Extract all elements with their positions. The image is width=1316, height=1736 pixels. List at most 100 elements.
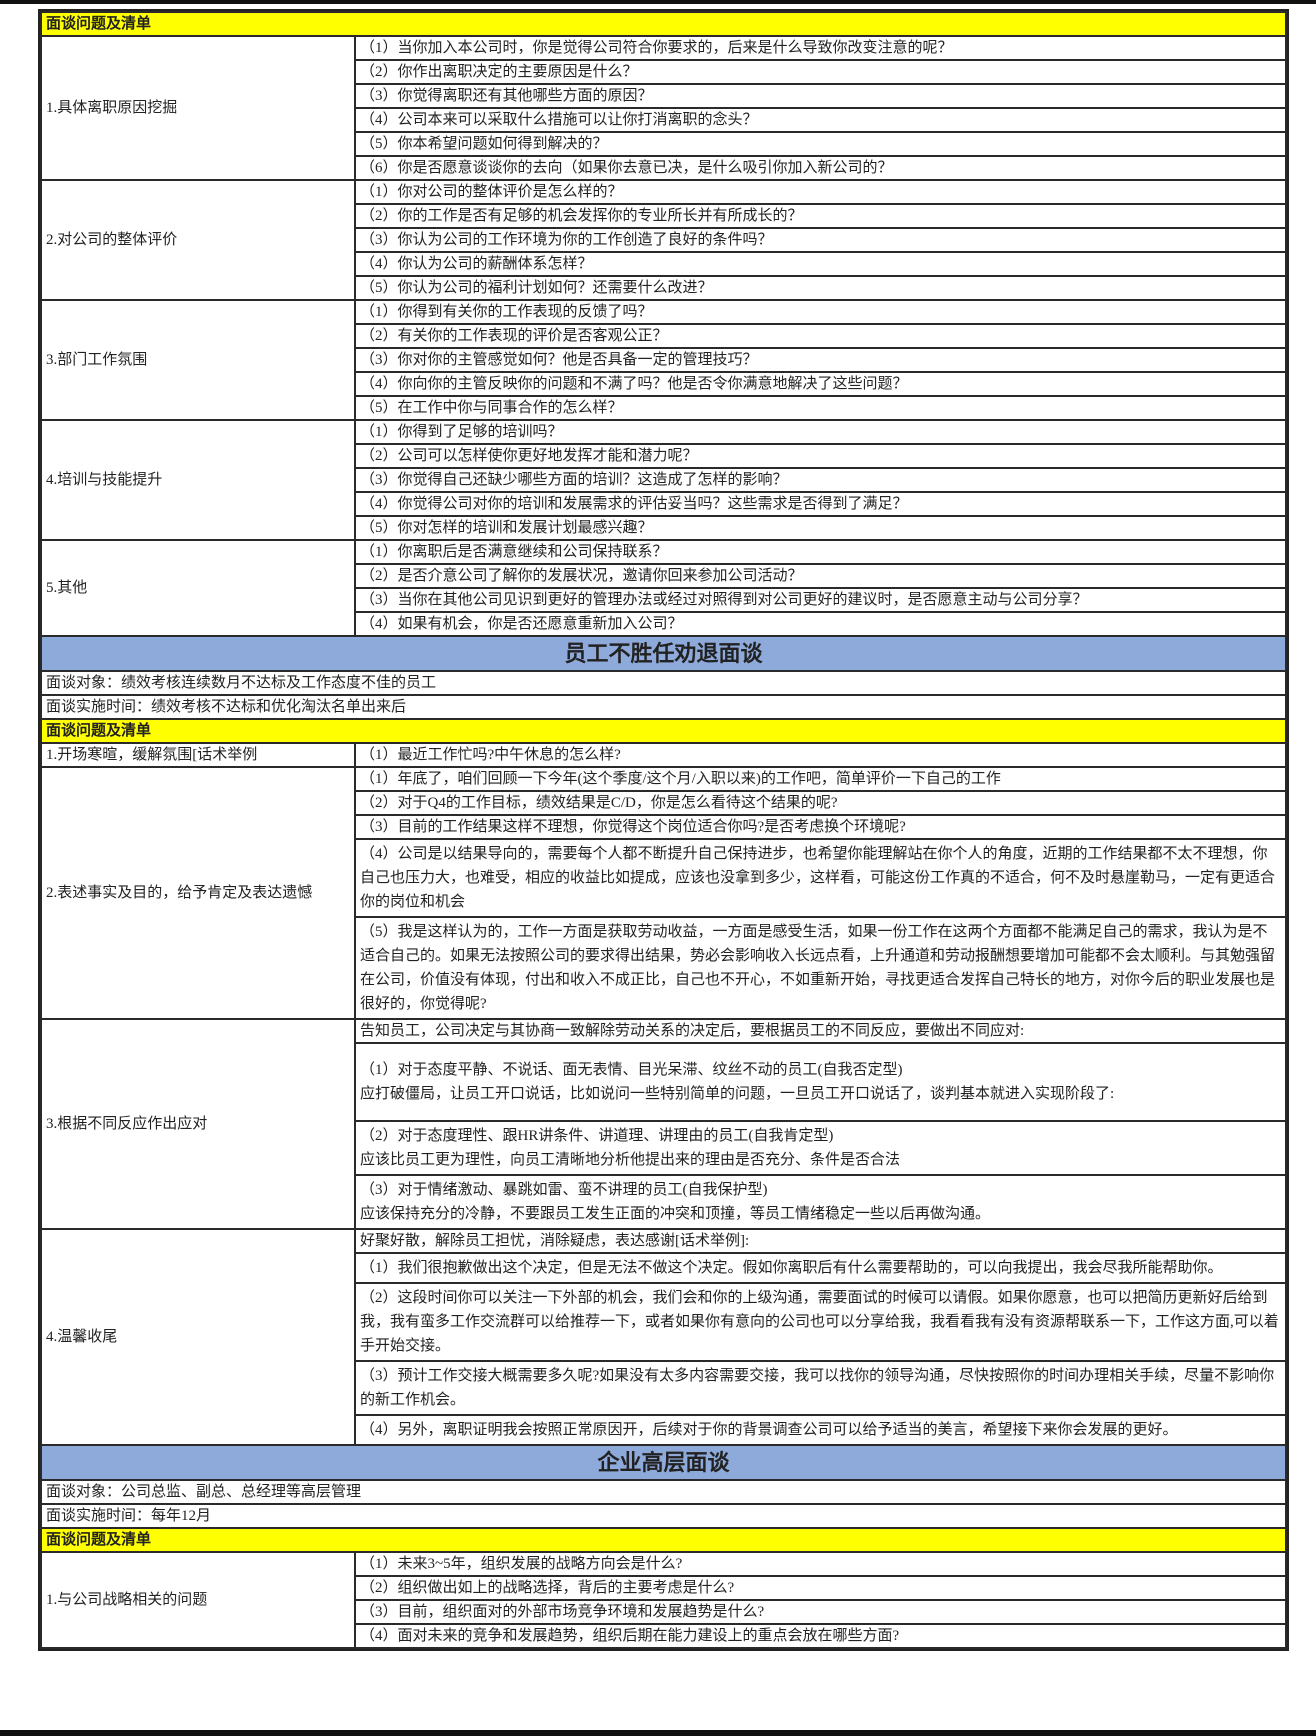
question-text: （5）在工作中你与同事合作的怎么样？ [360, 400, 623, 416]
section-header-row: 面谈问题及清单 [40, 1527, 1287, 1553]
question-cell: （2）你的工作是否有足够的机会发挥你的专业所长并有所成长的？ [354, 203, 1287, 229]
question-text: （3）你认为公司的工作环境为你的工作创造了良好的条件吗？ [360, 232, 773, 248]
question-row: （3）对于情绪激动、暴跳如雷、蛮不讲理的员工(自我保护型) 应该保持充分的冷静，不… [41, 1174, 1287, 1230]
question-row: （2）公司可以怎样使你更好地发挥才能和潜力呢？ [41, 443, 1287, 469]
question-cell: 好聚好散，解除员工担忧，消除疑虑，表达感谢[话术举例]: [354, 1228, 1287, 1254]
question-cell: （6）你是否愿意谈谈你的去向（如果你去意已决，是什么吸引你加入新公司的？ [354, 155, 1287, 181]
section-header-row: 面谈问题及清单 [40, 718, 1287, 744]
question-cell: （2）是否介意公司了解你的发展状况，邀请你回来参加公司活动？ [354, 563, 1287, 589]
question-cell: （4）你认为公司的薪酬体系怎样？ [354, 251, 1287, 277]
question-row: （5）你本希望问题如何得到解决的？ [41, 131, 1287, 157]
questions-header: 面谈问题及清单 [40, 11, 1287, 37]
bottom-border [0, 1730, 1316, 1736]
question-row: （3）你认为公司的工作环境为你的工作创造了良好的条件吗？ [41, 227, 1287, 253]
question-row: 3.根据不同反应作出应对 告知员工，公司决定与其协商一致解除劳动关系的决定后，要根… [40, 1018, 1287, 1230]
question-row: 4.温馨收尾 好聚好散，解除员工担忧，消除疑虑，表达感谢[话术举例]: [40, 1228, 1287, 1446]
question-cell: （1）你离职后是否满意继续和公司保持联系？ [354, 539, 1287, 565]
question-cell: （5）你对怎样的培训和发展计划最感兴趣？ [354, 515, 1287, 541]
question-text: （4）你向你的主管反映你的问题和不满了吗？他是否令你满意地解决了这些问题？ [360, 376, 908, 392]
question-row: 4.培训与技能提升 （1）你得到了足够的培训吗？ [40, 419, 1287, 541]
question-text: （6）你是否愿意谈谈你的去向（如果你去意已决，是什么吸引你加入新公司的？ [360, 160, 893, 176]
question-cell: （1）你得到了足够的培训吗？ [354, 419, 1287, 445]
category-label: 2.对公司的整体评价 [40, 179, 356, 301]
question-row: （5）在工作中你与同事合作的怎么样？ [41, 395, 1287, 421]
question-row: （4）公司本来可以采取什么措施可以让你打消离职的念头？ [41, 107, 1287, 133]
question-row: （4）面对未来的竞争和发展趋势，组织后期在能力建设上的重点会放在哪些方面? [41, 1623, 1287, 1649]
response-text: 应该比员工更为理性，向员工清晰地分析他提出来的理由是否充分、条件是否合法 [360, 1152, 901, 1168]
question-row: （3）预计工作交接大概需要多久呢?如果没有太多内容需要交接，我可以找你的领导沟通… [41, 1360, 1287, 1416]
question-text: （2）你的工作是否有足够的机会发挥你的专业所长并有所成长的？ [360, 208, 803, 224]
question-text: （1）对于态度平静、不说话、面无表情、目光呆滞、纹丝不动的员工(自我否定型) [360, 1062, 903, 1078]
question-row: （2）对于Q4的工作目标，绩效结果是C/D，你是怎么看待这个结果的呢? [41, 790, 1287, 816]
question-cell: （3）预计工作交接大概需要多久呢?如果没有太多内容需要交接，我可以找你的领导沟通… [354, 1360, 1287, 1416]
question-cell: （4）如果有机会，你是否还愿意重新加入公司？ [354, 611, 1287, 637]
question-row: （4）你认为公司的薪酬体系怎样？ [41, 251, 1287, 277]
question-cell: （1）年底了，咱们回顾一下今年(这个季度/这个月/入职以来)的工作吧，简单评价一… [354, 766, 1287, 792]
question-cell: 告知员工，公司决定与其协商一致解除劳动关系的决定后，要根据员工的不同反应，要做出… [354, 1018, 1287, 1044]
question-text: （1）未来3~5年，组织发展的战略方向会是什么? [360, 1556, 683, 1572]
question-text: （2）组织做出如上的战略选择，背后的主要考虑是什么? [360, 1580, 735, 1596]
question-text: （4）你觉得公司对你的培训和发展需求的评估妥当吗？这些需求是否得到了满足？ [360, 496, 908, 512]
info-row: 面谈对象：公司总监、副总、总经理等高层管理 [40, 1479, 1287, 1505]
question-cell: （2）有关你的工作表现的评价是否客观公正？ [354, 323, 1287, 349]
question-row: （3）你对你的主管感觉如何？他是否具备一定的管理技巧？ [41, 347, 1287, 373]
question-cell: （2）对于态度理性、跟HR讲条件、讲道理、讲理由的员工(自我肯定型) 应该比员工更… [354, 1120, 1287, 1176]
question-row: 2.表述事实及目的，给予肯定及表达遗憾 （1）年底了，咱们回顾一下今年(这个季度/… [40, 766, 1287, 1020]
questions-header: 面谈问题及清单 [40, 718, 1287, 744]
question-text: （1）你对公司的整体评价是怎么样的？ [360, 184, 623, 200]
info-text: 面谈对象：绩效考核连续数月不达标及工作态度不佳的员工 [40, 670, 1287, 696]
question-cell: （2）这段时间你可以关注一下外部的机会，我们会和你的上级沟通，需要面试的时候可以… [354, 1282, 1287, 1362]
question-row: （1）我们很抱歉做出这个决定，但是无法不做这个决定。假如你离职后有什么需要帮助的… [41, 1252, 1287, 1284]
question-row: （5）你对怎样的培训和发展计划最感兴趣？ [41, 515, 1287, 541]
question-row: （2）对于态度理性、跟HR讲条件、讲道理、讲理由的员工(自我肯定型) 应该比员工更… [41, 1120, 1287, 1176]
category-label: 1.与公司战略相关的问题 [40, 1551, 356, 1649]
question-text: （4）面对未来的竞争和发展趋势，组织后期在能力建设上的重点会放在哪些方面? [360, 1628, 900, 1644]
question-row: （3）当你在其他公司见识到更好的管理办法或经过对照得到对公司更好的建议时，是否愿… [41, 587, 1287, 613]
question-cell: （4）另外，离职证明我会按照正常原因开，后续对于你的背景调查公司可以给予适当的美… [354, 1414, 1287, 1446]
question-row: （4）你向你的主管反映你的问题和不满了吗？他是否令你满意地解决了这些问题？ [41, 371, 1287, 397]
question-text: （3）你对你的主管感觉如何？他是否具备一定的管理技巧？ [360, 352, 758, 368]
category-label: 5.其他 [40, 539, 356, 637]
category-label: 3.部门工作氛围 [40, 299, 356, 421]
question-cell: （2）公司可以怎样使你更好地发挥才能和潜力呢？ [354, 443, 1287, 469]
section-title: 员工不胜任劝退面谈 [40, 635, 1287, 672]
question-cell: （5）你认为公司的福利计划如何？还需要什么改进？ [354, 275, 1287, 301]
checklist-table: 面谈问题及清单 1.具体离职原因挖掘 （1）当你加入本公司时，你是觉得公司符合你要求… [40, 11, 1287, 1649]
question-text: 好聚好散，解除员工担忧，消除疑虑，表达感谢[话术举例]: [360, 1233, 750, 1249]
question-text: （2）对于态度理性、跟HR讲条件、讲道理、讲理由的员工(自我肯定型) [360, 1128, 834, 1144]
response-text: 应打破僵局，让员工开口说话，比如说问一些特别简单的问题，一旦员工开口说话了，谈判… [360, 1086, 1115, 1102]
question-cell: （4）公司是以结果导向的，需要每个人都不断提升自己保持进步，也希望你能理解站在你… [354, 838, 1287, 918]
question-row: （2）这段时间你可以关注一下外部的机会，我们会和你的上级沟通，需要面试的时候可以… [41, 1282, 1287, 1362]
section-title-row: 企业高层面谈 [40, 1444, 1287, 1481]
question-row: （2）你的工作是否有足够的机会发挥你的专业所长并有所成长的？ [41, 203, 1287, 229]
question-cell: （3）你认为公司的工作环境为你的工作创造了良好的条件吗？ [354, 227, 1287, 253]
info-row: 面谈实施时间：每年12月 [40, 1503, 1287, 1529]
category-label: 2.表述事实及目的，给予肯定及表达遗憾 [40, 766, 356, 1020]
question-cell: （1）未来3~5年，组织发展的战略方向会是什么? [354, 1551, 1287, 1577]
category-label: 4.培训与技能提升 [40, 419, 356, 541]
question-cell: （1）你对公司的整体评价是怎么样的？ [354, 179, 1287, 205]
question-row: （2）你作出离职决定的主要原因是什么？ [41, 59, 1287, 85]
question-row: （2）有关你的工作表现的评价是否客观公正？ [41, 323, 1287, 349]
question-row: （3）你觉得离职还有其他哪些方面的原因？ [41, 83, 1287, 109]
question-text: （2）公司可以怎样使你更好地发挥才能和潜力呢？ [360, 448, 698, 464]
question-text: （5）你本希望问题如何得到解决的？ [360, 136, 608, 152]
question-row: 1.具体离职原因挖掘 （1）当你加入本公司时，你是觉得公司符合你要求的，后来是什么… [40, 35, 1287, 181]
response-text: 应该保持充分的冷静，不要跟员工发生正面的冲突和顶撞，等员工情绪稳定一些以后再做沟… [360, 1206, 991, 1222]
question-text: （1）你离职后是否满意继续和公司保持联系？ [360, 544, 668, 560]
question-row: 5.其他 （1）你离职后是否满意继续和公司保持联系？ [40, 539, 1287, 637]
question-row: 1.开场寒暄，缓解氛围[话术举例 （1）最近工作忙吗?中午休息的怎么样? [40, 742, 1287, 768]
question-cell: （3）你觉得自己还缺少哪些方面的培训？这造成了怎样的影响？ [354, 467, 1287, 493]
question-row: 1.与公司战略相关的问题 （1）未来3~5年，组织发展的战略方向会是什么? [40, 1551, 1287, 1649]
category-label: 1.具体离职原因挖掘 [40, 35, 356, 181]
question-row: （4）你觉得公司对你的培训和发展需求的评估妥当吗？这些需求是否得到了满足？ [41, 491, 1287, 517]
question-text: （4）你认为公司的薪酬体系怎样？ [360, 256, 593, 272]
question-row: （3）你觉得自己还缺少哪些方面的培训？这造成了怎样的影响？ [41, 467, 1287, 493]
question-cell: （1）对于态度平静、不说话、面无表情、目光呆滞、纹丝不动的员工(自我否定型) 应打… [354, 1042, 1287, 1122]
question-text: （5）你认为公司的福利计划如何？还需要什么改进？ [360, 280, 713, 296]
question-cell: （3）目前，组织面对的外部市场竞争环境和发展趋势是什么? [354, 1599, 1287, 1625]
question-text: （4）公司是以结果导向的，需要每个人都不断提升自己保持进步，也希望你能理解站在你… [360, 846, 1276, 910]
question-text: （5）我是这样认为的，工作一方面是获取劳动收益，一方面是感受生活，如果一份工作在… [360, 924, 1276, 1012]
question-text: （1）当你加入本公司时，你是觉得公司符合你要求的，后来是什么导致你改变注意的呢？ [360, 40, 953, 56]
question-cell: （1）我们很抱歉做出这个决定，但是无法不做这个决定。假如你离职后有什么需要帮助的… [354, 1252, 1287, 1284]
